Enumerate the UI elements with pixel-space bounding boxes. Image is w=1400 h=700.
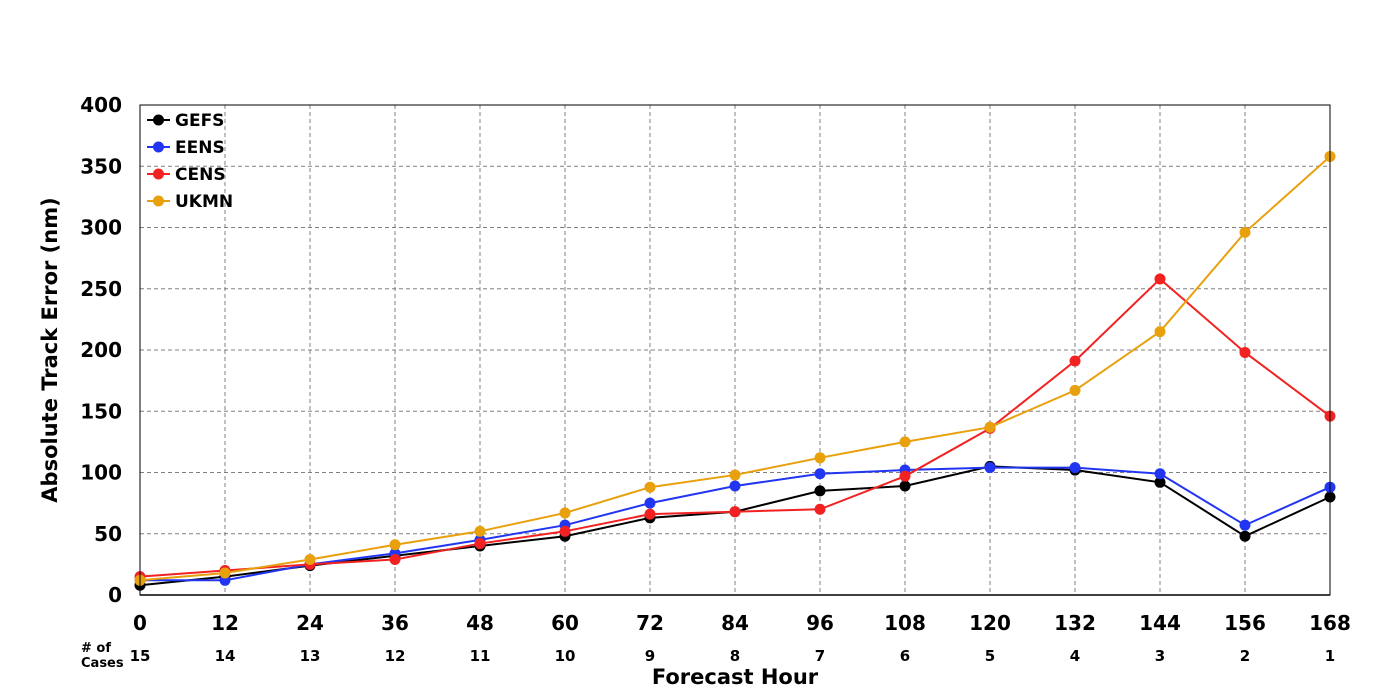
case-count-label: 8	[730, 647, 740, 665]
data-point-ukmn	[899, 436, 911, 448]
data-point-gefs	[814, 485, 826, 497]
data-point-eens	[1069, 462, 1081, 474]
cases-title: Cases	[81, 656, 124, 671]
data-point-ukmn	[389, 539, 401, 551]
cases-title: # of	[81, 641, 111, 656]
data-point-ukmn	[304, 553, 316, 565]
tick-labels: 0 50 100 150 200 250 300 350 400 0 12 24 36 48 60 72 84 9…	[80, 93, 1351, 635]
data-point-eens	[1154, 468, 1166, 480]
legend-swatch-marker	[153, 168, 164, 180]
data-point-cens	[899, 470, 911, 482]
data-point-ukmn	[1239, 226, 1251, 238]
data-point-cens	[1069, 355, 1081, 367]
case-count-label: 11	[470, 647, 491, 665]
data-point-ukmn	[729, 469, 741, 481]
series-lines	[134, 150, 1336, 591]
data-point-gefs	[1154, 476, 1166, 488]
data-point-ukmn	[644, 481, 656, 493]
case-count-label: 15	[130, 647, 151, 665]
data-point-eens	[729, 480, 741, 492]
data-point-gefs	[899, 480, 911, 492]
data-point-eens	[984, 462, 996, 474]
legend-label-eens: EENS	[175, 138, 225, 158]
x-tick-label: 24	[296, 611, 324, 635]
case-count-label: 1	[1325, 647, 1335, 665]
case-count-label: 5	[985, 647, 995, 665]
data-point-ukmn	[814, 452, 826, 464]
data-point-cens	[474, 538, 486, 550]
legend-swatch-marker	[153, 195, 164, 207]
grid	[140, 105, 1330, 595]
axes	[139, 104, 1331, 596]
y-tick-label: 400	[80, 93, 122, 117]
legend-swatch-marker	[153, 141, 164, 153]
x-axis-title: Forecast Hour	[652, 665, 819, 689]
data-point-eens	[1239, 519, 1251, 531]
data-point-cens	[729, 506, 741, 518]
y-tick-label: 350	[80, 154, 122, 178]
y-tick-label: 100	[80, 461, 122, 485]
x-tick-label: 144	[1139, 611, 1181, 635]
case-count-label: 7	[815, 647, 825, 665]
data-point-cens	[814, 503, 826, 515]
case-count-label: 4	[1070, 647, 1080, 665]
y-tick-label: 200	[80, 338, 122, 362]
x-tick-label: 12	[211, 611, 239, 635]
case-count-label: 10	[555, 647, 576, 665]
x-tick-label: 72	[636, 611, 664, 635]
case-count-label: 14	[215, 647, 236, 665]
data-point-ukmn	[1154, 326, 1166, 338]
x-tick-label: 96	[806, 611, 834, 635]
case-count-label: 2	[1240, 647, 1250, 665]
data-point-ukmn	[219, 567, 231, 579]
y-tick-label: 250	[80, 277, 122, 301]
y-tick-label: 300	[80, 216, 122, 240]
x-tick-label: 0	[133, 611, 147, 635]
data-point-ukmn	[1069, 384, 1081, 396]
legend-label-gefs: GEFS	[175, 111, 224, 131]
data-point-ukmn	[984, 421, 996, 433]
data-point-cens	[389, 553, 401, 565]
x-tick-label: 120	[969, 611, 1011, 635]
case-count-label: 13	[300, 647, 321, 665]
x-tick-label: 156	[1224, 611, 1266, 635]
y-tick-label: 150	[80, 399, 122, 423]
legend-swatch-marker	[153, 114, 164, 126]
case-count-label: 3	[1155, 647, 1165, 665]
legend: GEFS EENS CENS UKMN	[147, 111, 233, 212]
x-tick-label: 48	[466, 611, 494, 635]
y-axis-title: Absolute Track Error (nm)	[38, 197, 62, 502]
case-count-label: 9	[645, 647, 655, 665]
y-tick-label: 50	[94, 522, 122, 546]
data-point-cens	[1239, 346, 1251, 358]
x-tick-label: 108	[884, 611, 926, 635]
data-point-gefs	[1239, 530, 1251, 542]
y-tick-label: 0	[108, 583, 122, 607]
legend-label-cens: CENS	[175, 165, 226, 185]
data-point-ukmn	[474, 525, 486, 537]
data-point-cens	[644, 508, 656, 520]
case-count-label: 6	[900, 647, 910, 665]
data-point-cens	[559, 525, 571, 537]
legend-label-ukmn: UKMN	[175, 192, 233, 212]
x-tick-label: 168	[1309, 611, 1351, 635]
x-tick-label: 36	[381, 611, 409, 635]
x-tick-label: 132	[1054, 611, 1096, 635]
data-point-cens	[1154, 273, 1166, 285]
x-tick-label: 60	[551, 611, 579, 635]
data-point-eens	[814, 468, 826, 480]
case-count-label: 12	[385, 647, 406, 665]
data-point-eens	[644, 497, 656, 509]
x-tick-label: 84	[721, 611, 749, 635]
data-point-ukmn	[559, 507, 571, 519]
